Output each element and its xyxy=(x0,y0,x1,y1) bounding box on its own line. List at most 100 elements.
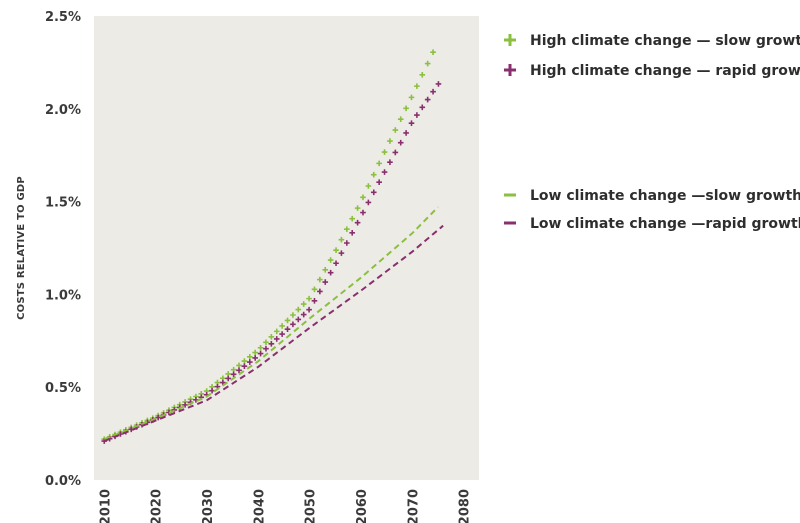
data-point xyxy=(317,276,323,283)
x-tick-label: 2010 xyxy=(98,489,113,523)
data-point xyxy=(419,72,426,78)
data-point xyxy=(246,354,253,360)
y-axis: 0.0% 0.5% 1.0% 1.5% 2.0% 2.5% xyxy=(45,10,81,489)
data-point xyxy=(397,139,404,146)
data-point xyxy=(155,414,161,421)
data-point xyxy=(392,127,399,133)
x-axis: 2010 2020 2030 2040 2050 2060 2070 2080 xyxy=(98,489,472,523)
data-point xyxy=(370,171,377,178)
legend: High climate change — slow growth High cl… xyxy=(504,33,800,232)
data-point xyxy=(290,312,296,318)
data-point xyxy=(241,363,248,369)
data-point xyxy=(263,345,269,352)
x-tick-label: 2080 xyxy=(458,489,473,523)
data-point xyxy=(225,375,232,382)
y-axis-label: COSTS RELATIVE TO GDP xyxy=(16,176,27,320)
data-point xyxy=(376,179,382,185)
x-tick-label: 2020 xyxy=(150,489,165,523)
data-point xyxy=(252,349,258,356)
y-tick-label: 0.0% xyxy=(45,474,81,489)
series-3 xyxy=(103,206,439,441)
legend-item: Low climate change —rapid growth xyxy=(504,216,800,232)
data-point xyxy=(370,189,377,196)
data-point xyxy=(349,230,356,236)
data-point xyxy=(403,130,409,136)
legend-plus-marker xyxy=(504,64,516,76)
data-point xyxy=(306,295,312,302)
data-point xyxy=(430,49,436,56)
data-point xyxy=(246,359,253,365)
legend-item: High climate change — rapid growth xyxy=(504,63,800,79)
data-point xyxy=(381,169,388,175)
series-4 xyxy=(103,224,444,442)
data-point xyxy=(424,96,431,103)
data-point xyxy=(295,306,302,313)
data-point xyxy=(392,149,399,156)
data-point xyxy=(300,311,307,318)
data-point xyxy=(338,236,345,243)
data-point xyxy=(230,366,237,373)
series-line xyxy=(103,206,439,441)
data-point xyxy=(414,112,420,118)
data-point xyxy=(435,81,442,87)
x-tick-label: 2030 xyxy=(201,489,216,523)
data-point xyxy=(414,83,420,89)
data-point xyxy=(344,240,350,246)
data-point xyxy=(236,362,242,369)
data-point xyxy=(252,355,258,361)
data-point xyxy=(349,215,356,222)
data-point xyxy=(268,334,275,340)
data-point xyxy=(333,247,339,254)
legend-label: High climate change — slow growth xyxy=(530,33,800,49)
data-point xyxy=(279,331,285,337)
data-point xyxy=(306,306,312,313)
data-point xyxy=(376,160,382,167)
data-point xyxy=(327,269,334,276)
data-point xyxy=(273,336,280,342)
data-point xyxy=(322,279,329,285)
legend-plus-marker xyxy=(504,34,516,46)
data-point xyxy=(257,350,264,357)
data-point xyxy=(344,226,350,232)
data-point xyxy=(317,288,323,295)
y-tick-label: 1.5% xyxy=(45,196,81,211)
data-point xyxy=(408,120,415,126)
data-point xyxy=(284,317,291,324)
data-point xyxy=(354,205,361,211)
data-point xyxy=(322,267,329,273)
legend-item: High climate change — slow growth xyxy=(504,33,800,49)
data-point xyxy=(300,301,307,307)
legend-label: Low climate change —rapid growth xyxy=(530,216,800,232)
data-point xyxy=(333,260,339,267)
data-point xyxy=(424,60,431,67)
data-point xyxy=(419,104,426,111)
series-group xyxy=(101,49,444,444)
data-point xyxy=(338,250,345,256)
data-point xyxy=(365,183,372,189)
series-line xyxy=(103,224,444,442)
x-tick-label: 2040 xyxy=(252,489,267,523)
y-tick-label: 2.5% xyxy=(45,10,81,25)
legend-item: Low climate change —slow growth xyxy=(504,188,800,204)
data-point xyxy=(279,323,285,329)
data-point xyxy=(273,328,280,335)
data-point xyxy=(354,219,361,226)
data-point xyxy=(311,297,318,304)
data-point xyxy=(241,358,248,364)
y-tick-label: 1.0% xyxy=(45,288,81,303)
data-point xyxy=(360,194,366,201)
data-point xyxy=(311,286,318,293)
x-tick-label: 2050 xyxy=(304,489,319,523)
data-point xyxy=(290,321,296,328)
y-tick-label: 2.0% xyxy=(45,103,81,118)
data-point xyxy=(365,199,372,206)
data-point xyxy=(268,341,275,347)
data-point xyxy=(284,326,291,332)
data-point xyxy=(397,116,404,122)
data-point xyxy=(387,159,393,165)
data-point xyxy=(408,94,415,101)
data-point xyxy=(230,371,237,378)
data-point xyxy=(327,257,334,263)
data-point xyxy=(430,88,436,95)
